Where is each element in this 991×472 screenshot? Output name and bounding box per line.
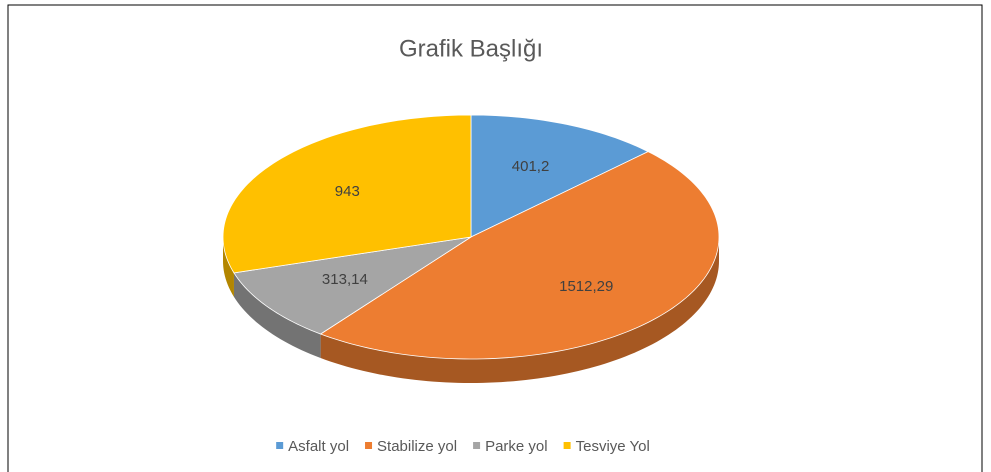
slice [319,151,720,360]
data-label: 1512,29 [559,278,613,295]
slice-side [320,237,719,383]
legend-swatch [365,442,373,449]
slice [470,114,650,238]
slice-side [223,237,234,297]
legend-label: Asfalt yol [288,438,349,455]
slice-side [233,272,321,359]
legend-label: Stabilize yol [377,438,457,455]
legend-swatch [473,442,481,449]
legend-swatch [563,442,571,449]
legend-label: Tesviye Yol [576,438,650,455]
slice [222,114,472,274]
chart-title: Grafik Başlığı [399,35,543,62]
slice [233,236,472,335]
legend-swatch [276,442,284,449]
data-label: 401,2 [512,158,550,175]
data-label: 313,14 [322,271,368,288]
data-label: 943 [335,183,360,200]
legend-label: Parke yol [485,438,548,455]
